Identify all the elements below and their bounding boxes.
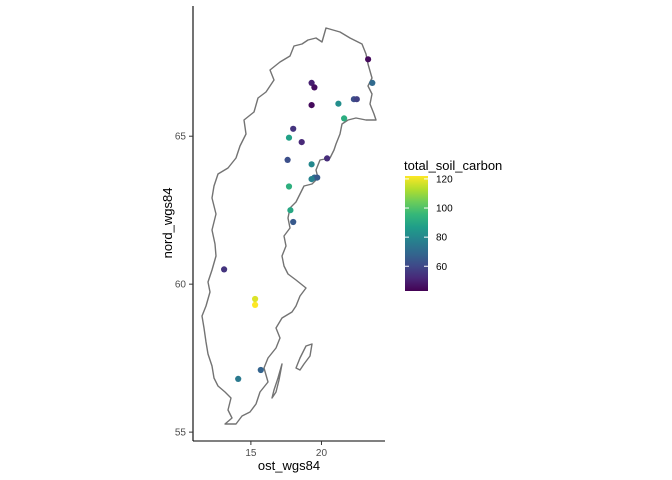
data-point-25 [257,366,264,374]
point-layer [221,56,376,382]
mainland-outline [201,27,377,425]
data-point-10 [290,125,297,132]
data-point-3 [308,79,315,86]
data-point-6 [353,96,360,103]
x-ticks: 15 20 [245,441,327,459]
data-point-9 [341,115,348,122]
y-axis-label: nord_wgs84 [160,188,175,259]
data-point-7 [335,100,342,107]
legend-colorbar [405,176,428,291]
x-axis-label: ost_wgs84 [258,458,320,473]
data-point-8 [308,102,315,109]
legend-tick-label: 100 [436,204,453,215]
data-point-13 [324,155,331,162]
data-point-2 [369,79,376,86]
y-ticks: 55 60 65 [175,132,193,439]
sweden-outline [201,27,377,425]
data-point-17 [314,174,321,181]
oland-island-outline [271,363,283,399]
data-point-24 [252,301,259,308]
y-tick-label: 60 [175,280,187,291]
data-point-22 [221,266,228,273]
data-point-11 [285,134,293,141]
data-point-1 [365,56,372,63]
legend-title: total_soil_carbon [404,158,502,173]
x-tick-label: 20 [316,448,328,459]
data-point-4 [311,84,318,91]
data-point-19 [285,183,293,190]
data-point-12 [298,139,305,146]
data-point-23 [252,295,259,303]
color-legend: total_soil_carbon 60 80 100 120 [404,158,502,291]
data-point-14 [284,156,291,163]
legend-tick-label: 60 [436,262,448,273]
data-point-21 [290,218,297,226]
legend-tick-label: 80 [436,233,448,244]
data-point-26 [235,375,242,382]
x-tick-label: 15 [245,448,257,459]
legend-ticks: 60 80 100 120 [405,174,453,273]
y-tick-label: 65 [175,132,187,143]
y-tick-label: 55 [175,428,187,439]
data-point-18 [308,176,315,183]
data-point-20 [287,207,294,214]
legend-tick-label: 120 [436,174,453,185]
gotland-island-outline [295,343,313,371]
data-point-15 [308,161,315,168]
